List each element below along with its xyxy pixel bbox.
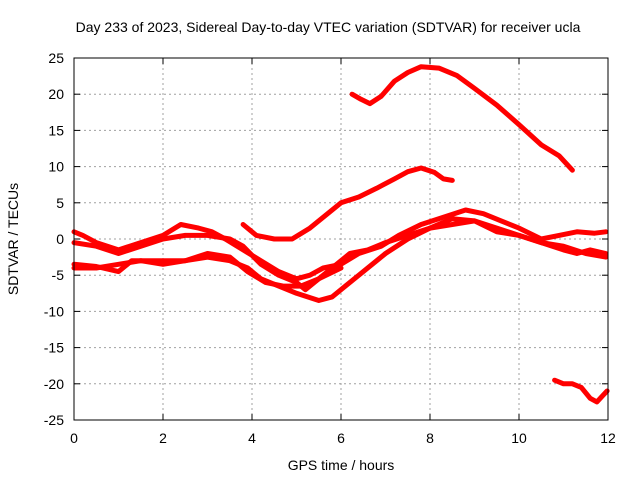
- x-tick-label: 2: [159, 430, 167, 446]
- y-tick-label: -5: [52, 267, 65, 283]
- x-axis-tick-labels: 0 2 4 6 8 10 12: [70, 430, 616, 446]
- x-tick-label: 6: [337, 430, 345, 446]
- x-tick-label: 0: [70, 430, 78, 446]
- x-tick-label: 8: [426, 430, 434, 446]
- y-tick-label: 0: [56, 231, 64, 247]
- y-tick-label: -10: [44, 303, 64, 319]
- series-group: [71, 64, 610, 405]
- y-axis-tick-labels: -25 -20 -15 -10 -5 0 5 10 15 20 25: [44, 50, 64, 428]
- x-axis-label: GPS time / hours: [288, 457, 395, 473]
- series-trace-high-arc: [349, 64, 575, 173]
- y-tick-label: -15: [44, 340, 64, 356]
- chart-title: Day 233 of 2023, Sidereal Day-to-day VTE…: [76, 19, 581, 35]
- series-trace-lowest-band: [71, 251, 344, 289]
- series-trace-bottom-right: [552, 377, 610, 405]
- y-axis-label: SDTVAR / TECUs: [5, 183, 21, 295]
- x-tick-label: 10: [511, 430, 527, 446]
- axis-ticks: [73, 57, 609, 421]
- y-tick-label: 5: [56, 195, 64, 211]
- y-tick-label: -25: [44, 412, 64, 428]
- y-tick-label: -20: [44, 376, 64, 392]
- y-tick-label: 10: [48, 159, 64, 175]
- y-tick-label: 15: [48, 122, 64, 138]
- y-tick-label: 20: [48, 86, 64, 102]
- x-tick-label: 12: [600, 430, 616, 446]
- series-trace-mid-rise: [240, 165, 455, 242]
- x-tick-label: 4: [248, 430, 256, 446]
- series-trace-upper-band: [71, 207, 609, 282]
- y-tick-label: 25: [48, 50, 64, 66]
